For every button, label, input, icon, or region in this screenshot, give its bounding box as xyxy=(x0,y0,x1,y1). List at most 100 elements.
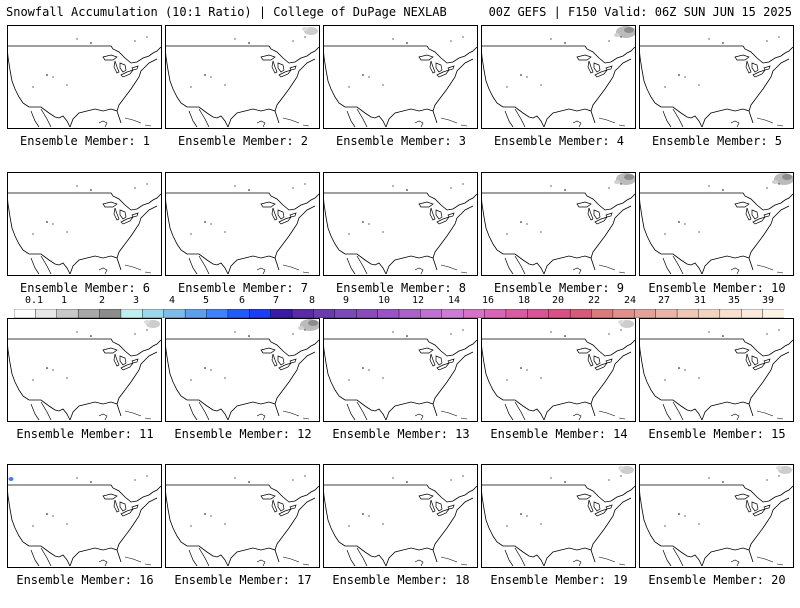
ensemble-map xyxy=(165,25,320,129)
colorbar-swatch xyxy=(206,309,229,318)
ensemble-panel: Ensemble Member: 18 xyxy=(323,464,479,608)
colorbar-swatch xyxy=(420,309,443,318)
colorbar-tick-label: 14 xyxy=(447,295,461,306)
ensemble-member-label: Ensemble Member: 1 xyxy=(19,134,151,148)
chart-title: Snowfall Accumulation (10:1 Ratio) | Col… xyxy=(6,5,447,19)
ensemble-member-label: Ensemble Member: 18 xyxy=(332,573,470,587)
ensemble-map xyxy=(323,318,478,422)
ensemble-panel: Ensemble Member: 15 xyxy=(639,318,795,462)
colorbar-swatch xyxy=(634,309,657,318)
colorbar-tick-label: 8 xyxy=(308,295,316,306)
colorbar-swatch xyxy=(527,309,550,318)
colorbar-swatches xyxy=(14,309,784,318)
colorbar-swatch xyxy=(377,309,400,318)
ensemble-map xyxy=(7,172,162,276)
colorbar-tick-label: 12 xyxy=(411,295,425,306)
valid-time-label: 00Z GEFS | F150 Valid: 06Z SUN JUN 15 20… xyxy=(488,5,792,19)
colorbar-swatch xyxy=(548,309,571,318)
colorbar-swatch xyxy=(719,309,742,318)
colorbar-tick-label: 0.1 xyxy=(24,295,44,306)
colorbar-swatch xyxy=(334,309,357,318)
colorbar-tick-label: 4 xyxy=(168,295,176,306)
colorbar-swatch xyxy=(698,309,721,318)
ensemble-member-label: Ensemble Member: 3 xyxy=(335,134,467,148)
colorbar-swatch xyxy=(505,309,528,318)
colorbar-swatch xyxy=(762,309,784,318)
colorbar-swatch xyxy=(569,309,592,318)
ensemble-member-label: Ensemble Member: 6 xyxy=(19,281,151,295)
ensemble-map xyxy=(323,172,478,276)
ensemble-member-label: Ensemble Member: 9 xyxy=(493,281,625,295)
ensemble-member-label: Ensemble Member: 10 xyxy=(648,281,786,295)
snowfall-colorbar: 0.1 1 2 3 4 5 6 7 8 9 10 12 14 16 18 20 22 24 27 31 35 39 xyxy=(14,295,784,318)
ensemble-map xyxy=(7,318,162,422)
ensemble-panel: Ensemble Member: 16 xyxy=(7,464,163,608)
colorbar-swatch xyxy=(356,309,379,318)
colorbar-swatch xyxy=(441,309,464,318)
colorbar-tick-label: 5 xyxy=(202,295,210,306)
ensemble-map xyxy=(481,25,636,129)
ensemble-member-label: Ensemble Member: 4 xyxy=(493,134,625,148)
colorbar-tick-label: 7 xyxy=(272,295,280,306)
ensemble-member-label: Ensemble Member: 14 xyxy=(490,427,628,441)
colorbar-tick-label: 39 xyxy=(761,295,775,306)
colorbar-tick-label: 6 xyxy=(238,295,246,306)
colorbar-swatch xyxy=(398,309,421,318)
ensemble-panel: Ensemble Member: 10 xyxy=(639,172,795,316)
colorbar-tick-label: 20 xyxy=(551,295,565,306)
colorbar-tick-label: 18 xyxy=(517,295,531,306)
ensemble-map xyxy=(7,464,162,568)
colorbar-tick-label: 3 xyxy=(132,295,140,306)
ensemble-map xyxy=(639,25,794,129)
colorbar-tick-label: 9 xyxy=(342,295,350,306)
colorbar-swatch xyxy=(291,309,314,318)
colorbar-swatch xyxy=(35,309,58,318)
ensemble-panel: Ensemble Member: 13 xyxy=(323,318,479,462)
colorbar-swatch xyxy=(462,309,486,318)
ensemble-panel: Ensemble Member: 3 xyxy=(323,25,479,169)
colorbar-tick-label: 2 xyxy=(98,295,106,306)
colorbar-tick-label: 22 xyxy=(587,295,601,306)
colorbar-swatch xyxy=(741,309,764,318)
colorbar-swatch xyxy=(249,309,272,318)
colorbar-tick-label: 31 xyxy=(693,295,707,306)
colorbar-swatch xyxy=(484,309,507,318)
ensemble-panel: Ensemble Member: 19 xyxy=(481,464,637,608)
colorbar-tick-label: 1 xyxy=(60,295,68,306)
ensemble-member-label: Ensemble Member: 19 xyxy=(490,573,628,587)
ensemble-panel: Ensemble Member: 2 xyxy=(165,25,321,169)
ensemble-member-label: Ensemble Member: 5 xyxy=(651,134,783,148)
colorbar-swatch xyxy=(655,309,678,318)
ensemble-panel: Ensemble Member: 6 xyxy=(7,172,163,316)
ensemble-map xyxy=(481,172,636,276)
ensemble-map xyxy=(165,172,320,276)
colorbar-swatch xyxy=(612,309,635,318)
ensemble-map xyxy=(639,464,794,568)
ensemble-panel: Ensemble Member: 8 xyxy=(323,172,479,316)
ensemble-panel: Ensemble Member: 1 xyxy=(7,25,163,169)
colorbar-swatch xyxy=(14,309,36,318)
colorbar-swatch xyxy=(591,309,614,318)
ensemble-map xyxy=(323,464,478,568)
ensemble-panel: Ensemble Member: 17 xyxy=(165,464,321,608)
ensemble-panel: Ensemble Member: 12 xyxy=(165,318,321,462)
ensemble-panel: Ensemble Member: 4 xyxy=(481,25,637,169)
colorbar-tick-label: 24 xyxy=(623,295,637,306)
colorbar-swatch xyxy=(313,309,336,318)
colorbar-swatch xyxy=(99,309,122,318)
ensemble-panel: Ensemble Member: 5 xyxy=(639,25,795,169)
ensemble-panel: Ensemble Member: 7 xyxy=(165,172,321,316)
ensemble-map xyxy=(639,318,794,422)
ensemble-member-label: Ensemble Member: 8 xyxy=(335,281,467,295)
ensemble-map xyxy=(165,464,320,568)
colorbar-tick-label: 10 xyxy=(377,295,391,306)
colorbar-swatch xyxy=(120,309,143,318)
ensemble-member-label: Ensemble Member: 11 xyxy=(16,427,154,441)
ensemble-panel: Ensemble Member: 14 xyxy=(481,318,637,462)
colorbar-tick-label: 27 xyxy=(657,295,671,306)
colorbar-swatch xyxy=(56,309,79,318)
colorbar-swatch xyxy=(676,309,699,318)
ensemble-map xyxy=(7,25,162,129)
ensemble-panel: Ensemble Member: 11 xyxy=(7,318,163,462)
colorbar-swatch xyxy=(163,309,186,318)
